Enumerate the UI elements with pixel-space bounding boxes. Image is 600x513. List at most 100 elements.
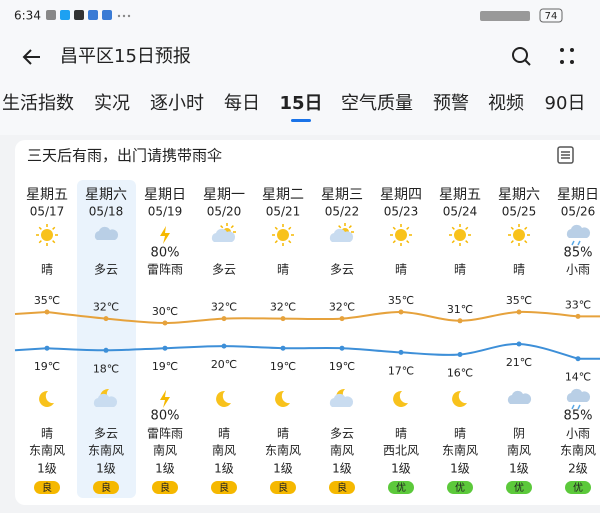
ray (392, 240, 396, 244)
night-weather: 多云 (330, 427, 354, 441)
weather-icon (452, 390, 467, 407)
date: 05/20 (207, 205, 242, 219)
weather-icon (160, 226, 170, 244)
moon (393, 390, 408, 407)
high-temp: 35℃ (34, 294, 60, 307)
weekday: 星期六 (85, 187, 127, 203)
wind-direction: 东南风 (265, 443, 301, 458)
aqi-level: 优 (573, 481, 583, 494)
high-curve (46, 310, 579, 325)
more-button[interactable] (560, 48, 574, 64)
wind-direction: 东南风 (88, 443, 124, 458)
sun (513, 229, 525, 241)
wind-level: 1级 (37, 462, 57, 476)
weather-icon (216, 390, 231, 407)
high-temp: 32℃ (93, 301, 119, 314)
weather-icon (36, 224, 58, 246)
ray (288, 240, 292, 244)
weekday: 星期二 (262, 187, 304, 203)
high-curve-point (516, 309, 522, 315)
aqi-badge (270, 481, 296, 494)
wind-direction: 南风 (212, 443, 236, 458)
status-icons (46, 10, 530, 21)
low-curve-lead (14, 347, 48, 352)
high-temp: 33℃ (565, 298, 591, 311)
high-curve-point (575, 313, 581, 319)
cloud (566, 388, 591, 402)
high-temp: 32℃ (329, 301, 355, 314)
date: 05/22 (325, 205, 360, 219)
rain-banner: 三天后有雨，出门请携带雨伞 (27, 147, 222, 165)
aqi-level: 良 (219, 481, 229, 494)
night-weather: 晴 (454, 427, 466, 441)
night-weather: 多云 (94, 427, 118, 441)
low-curve-point (339, 345, 345, 351)
ray (392, 226, 396, 230)
aqi-badge (388, 481, 414, 494)
cloud (211, 228, 236, 242)
tab[interactable]: 15日 (279, 93, 322, 114)
low-curve-point (44, 345, 50, 351)
moon (39, 390, 54, 407)
back-button[interactable] (22, 49, 40, 65)
ray (274, 240, 278, 244)
date: 05/19 (148, 205, 183, 219)
low-curve-point (516, 341, 522, 347)
tab[interactable]: 空气质量 (341, 93, 413, 114)
tab[interactable]: 逐小时 (150, 93, 204, 114)
low-curve-point (398, 349, 404, 355)
sun (41, 229, 53, 241)
weather-icon (329, 223, 354, 242)
high-curve-lead (14, 311, 48, 315)
tab[interactable]: 每日 (224, 93, 260, 114)
wind-direction: 东南风 (29, 443, 65, 458)
night-weather: 阴 (513, 427, 525, 441)
tab[interactable]: 90日 (545, 93, 586, 114)
tab[interactable]: 视频 (488, 93, 524, 114)
ray (451, 226, 455, 230)
day-weather: 多云 (212, 263, 236, 277)
tab[interactable]: 生活指数 (2, 93, 74, 114)
sun (454, 229, 466, 241)
precip-chance: 80% (151, 409, 180, 424)
ray (220, 225, 224, 229)
ray (465, 240, 469, 244)
search-button[interactable] (512, 47, 531, 66)
ray (338, 225, 342, 229)
list-icon[interactable] (557, 146, 574, 164)
tab[interactable]: 预警 (433, 93, 469, 114)
low-curve-point (221, 343, 227, 349)
wind-level: 1级 (155, 462, 175, 476)
night-weather: 晴 (41, 427, 53, 441)
ray (288, 226, 292, 230)
low-temp: 21℃ (506, 356, 532, 369)
low-temp: 19℃ (34, 360, 60, 373)
wind-direction: 南风 (507, 443, 531, 458)
day-weather: 小雨 (566, 263, 590, 277)
aqi-badge (447, 481, 473, 494)
night-weather: 晴 (218, 427, 230, 441)
tab[interactable]: 实况 (94, 93, 130, 114)
day-weather: 晴 (513, 263, 525, 277)
wind-direction: 东南风 (442, 443, 478, 458)
wind-level: 1级 (509, 462, 529, 476)
aqi-level: 良 (337, 481, 347, 494)
weather-icon (508, 224, 530, 246)
aqi-level: 良 (278, 481, 288, 494)
moon (216, 390, 231, 407)
ray (465, 226, 469, 230)
date: 05/21 (266, 205, 301, 219)
night-weather: 雷阵雨 (147, 427, 183, 441)
ray (230, 225, 234, 229)
date: 05/26 (561, 205, 596, 219)
high-temp: 32℃ (211, 301, 237, 314)
ray (524, 226, 528, 230)
ray (38, 240, 42, 244)
weekday: 星期日 (144, 187, 186, 203)
low-temp: 19℃ (329, 360, 355, 373)
cloud (329, 393, 354, 407)
wind-level: 1级 (391, 462, 411, 476)
ray (406, 240, 410, 244)
night-weather: 晴 (277, 427, 289, 441)
aqi-badge (329, 481, 355, 494)
